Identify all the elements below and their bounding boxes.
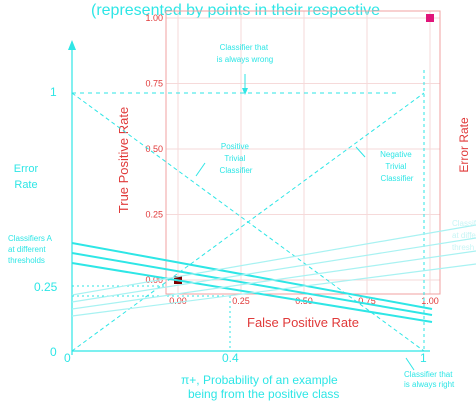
cost-x-label-line1: π+, Probability of an example <box>181 373 338 387</box>
negative-trivial-label: Negative Trivial Classifier <box>380 150 414 183</box>
always-wrong-label: Classifier that is always wrong <box>217 43 273 64</box>
cost-y-tick-0.25: 0.25 <box>34 280 58 294</box>
roc-point <box>426 14 434 22</box>
roc-y-tick-label: 0.25 <box>145 210 163 220</box>
positive-trivial-arrow <box>195 162 206 177</box>
roc-y-tick-labels: 0.00 0.25 0.50 0.75 1.00 <box>145 13 163 285</box>
roc-x-tick-label: 1.00 <box>421 296 439 306</box>
cost-axis-labels: Error Rate π+, Probability of an example… <box>14 117 471 401</box>
roc-y-tick-label: 0.00 <box>145 275 163 285</box>
cost-space <box>68 40 476 371</box>
roc-x-tick-label: 0.00 <box>169 296 187 306</box>
negative-trivial-arrow <box>355 146 366 158</box>
faint-classifier-line <box>71 250 476 310</box>
roc-frame <box>165 10 441 295</box>
roc-y-tick-label: 0.50 <box>145 144 163 154</box>
roc-grid <box>166 11 440 294</box>
cost-y-tick-0: 0 <box>50 345 57 359</box>
cost-x-label-line2: being from the positive class <box>188 387 339 401</box>
cost-tick-labels: 1 0.25 0 0 0.4 1 <box>34 85 427 365</box>
faint-classifier-line <box>71 263 476 317</box>
roc-y-tick-label: 1.00 <box>145 13 163 23</box>
faint-classifier-line <box>71 224 476 296</box>
faint-right-label: Classif at diffe thresh <box>452 219 476 252</box>
negative-trivial-line <box>71 92 425 352</box>
roc-y-tick-label: 0.75 <box>145 79 163 89</box>
roc-x-tick-label: 0.75 <box>358 296 376 306</box>
cost-y-tick-1: 1 <box>50 85 57 99</box>
roc-y-axis-label: True Positive Rate <box>116 107 131 213</box>
cost-y-axis-arrowhead <box>68 40 76 50</box>
positive-trivial-label: Positive Trivial Classifier <box>220 142 253 175</box>
cost-y-label-line2: Rate <box>14 179 37 191</box>
roc-x-tick-label: 0.25 <box>232 296 250 306</box>
classifier-a-line <box>71 252 433 316</box>
cost-x-tick-0.4: 0.4 <box>222 351 239 365</box>
cost-right-axis-label: Error Rate <box>457 117 471 173</box>
classifier-a-label: Classifiers A at different thresholds <box>8 234 54 265</box>
classifier-a-line <box>71 242 433 310</box>
always-right-arrow <box>405 357 415 371</box>
always-right-label: Classifier that is always right <box>404 370 455 389</box>
cost-x-tick-1: 1 <box>420 351 427 365</box>
faint-classifier-line <box>71 237 476 303</box>
cost-y-label-line1: Error <box>14 163 39 175</box>
roc-x-axis-label: False Positive Rate <box>247 315 359 330</box>
always-wrong-arrowhead <box>242 88 248 95</box>
cost-x-tick-0: 0 <box>64 351 71 365</box>
annotations: Classifiers A at different thresholds Cl… <box>8 43 476 389</box>
